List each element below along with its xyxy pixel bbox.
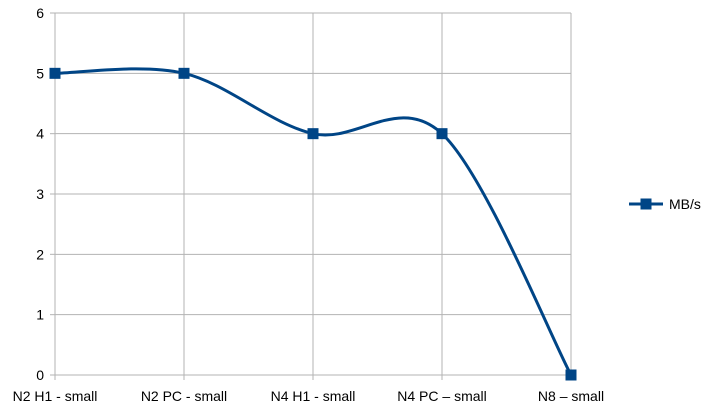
y-tick-label: 1 <box>36 307 44 323</box>
data-point-marker <box>307 128 319 140</box>
y-tick-label: 0 <box>36 367 44 383</box>
y-tick-label: 3 <box>36 186 44 202</box>
x-tick-label: N4 H1 - small <box>271 388 356 404</box>
y-tick-label: 2 <box>36 246 44 262</box>
y-tick-label: 5 <box>36 65 44 81</box>
series-line <box>53 67 573 377</box>
legend-label: MB/s <box>669 196 701 212</box>
data-point-marker <box>565 369 577 381</box>
y-tick-label: 4 <box>36 126 44 142</box>
y-tick-label: 6 <box>36 5 44 21</box>
x-tick-label: N2 H1 - small <box>13 388 98 404</box>
data-point-marker <box>49 67 61 79</box>
data-point-marker <box>436 128 448 140</box>
x-tick-label: N2 PC - small <box>141 388 227 404</box>
legend-marker <box>640 198 652 210</box>
x-tick-labels: N2 H1 - small N2 PC - small N4 H1 - small N… <box>13 388 604 404</box>
y-tick-labels: 0 1 2 3 4 5 6 <box>36 5 44 383</box>
data-point-marker <box>178 67 190 79</box>
legend: MB/s <box>629 196 701 212</box>
gridlines <box>55 12 572 376</box>
x-tick-label: N4 PC – small <box>397 388 486 404</box>
series-layer <box>49 67 577 381</box>
x-tick-label: N8 – small <box>538 388 604 404</box>
